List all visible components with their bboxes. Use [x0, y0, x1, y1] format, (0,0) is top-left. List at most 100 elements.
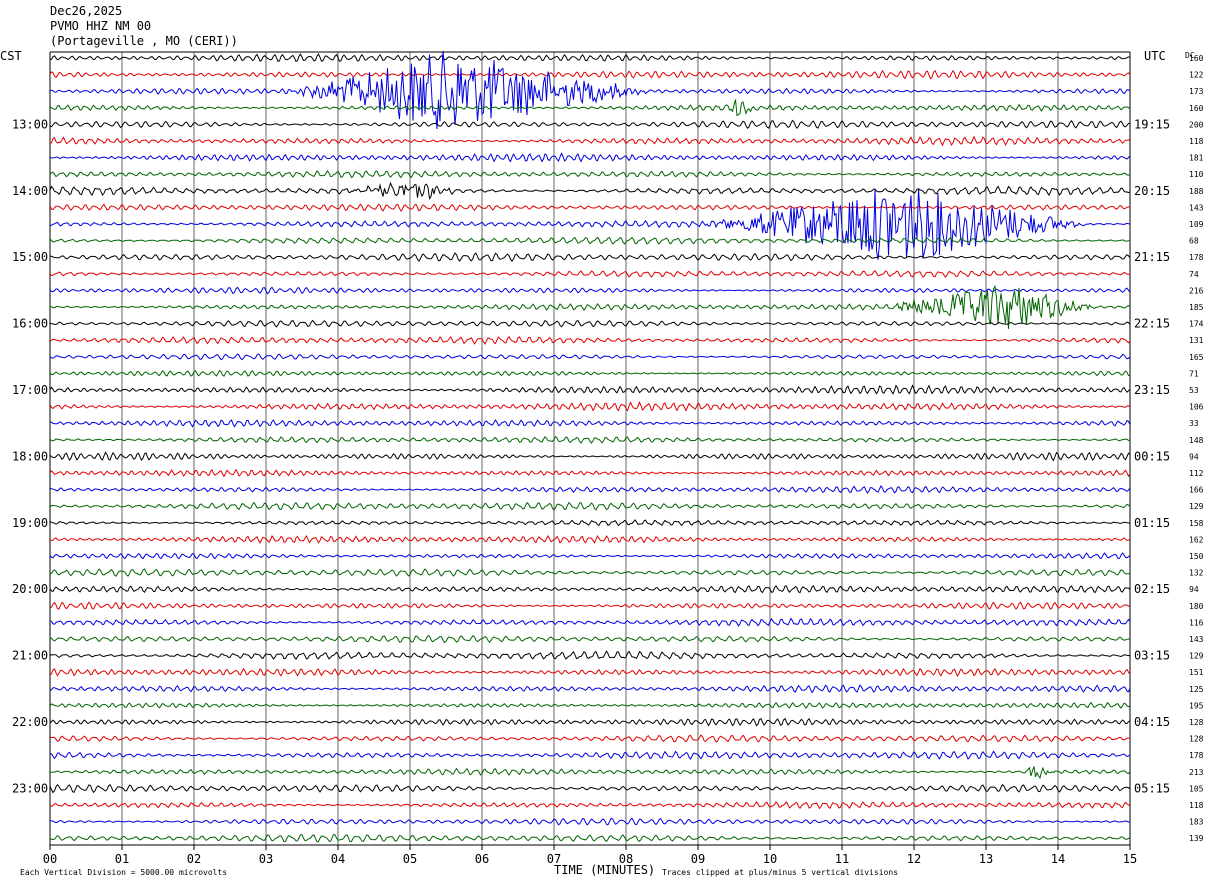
- right-zone-label: UTC: [1144, 49, 1166, 63]
- header-location: (Portageville , MO (CERI)): [50, 34, 238, 48]
- trace-36: [49, 650, 1131, 660]
- dc-offset-label: 173: [1189, 87, 1204, 96]
- trace-43: [49, 766, 1131, 780]
- trace-21: [49, 401, 1131, 412]
- dc-offset-label: 131: [1189, 336, 1204, 345]
- dc-offset-label: 106: [1189, 403, 1204, 412]
- trace-45: [49, 801, 1131, 810]
- dc-offset-label: 118: [1189, 137, 1204, 146]
- trace-3: [49, 99, 1131, 117]
- left-time-label: 15:00: [12, 250, 48, 264]
- right-time-label: 20:15: [1134, 184, 1170, 198]
- dc-offset-label: 160: [1189, 104, 1204, 113]
- trace-13: [49, 270, 1131, 278]
- trace-4: [49, 119, 1131, 130]
- dc-offset-label: 68: [1189, 237, 1199, 246]
- trace-17: [49, 335, 1131, 345]
- x-axis-title: TIME (MINUTES): [554, 863, 655, 877]
- dc-offset-label: 53: [1189, 386, 1199, 395]
- trace-41: [49, 734, 1131, 743]
- trace-1: [49, 69, 1131, 80]
- dc-offset-label: 160: [1189, 54, 1204, 63]
- dc-offset-label: 216: [1189, 286, 1204, 295]
- dc-offset-label: 129: [1189, 652, 1204, 661]
- dc-offset-label: 148: [1189, 436, 1204, 445]
- trace-10: [49, 188, 1131, 260]
- trace-29: [49, 534, 1131, 544]
- x-axis: 00 01 02 03 04 05 06 07 08 09 10 11 12 13 14 15: [43, 845, 1137, 866]
- left-zone-label: CST: [0, 49, 22, 63]
- dc-offset-label: 74: [1189, 270, 1199, 279]
- trace-40: [49, 717, 1131, 727]
- trace-23: [49, 435, 1131, 444]
- trace-12: [50, 252, 1131, 262]
- trace-15: [49, 284, 1131, 329]
- trace-37: [49, 667, 1131, 678]
- x-tick-label: 02: [187, 852, 201, 866]
- x-tick-label: 07: [547, 852, 561, 866]
- dc-offset-label: 125: [1189, 685, 1204, 694]
- trace-25: [49, 468, 1131, 478]
- trace-26: [49, 485, 1131, 495]
- dc-offset-label: 162: [1189, 535, 1204, 544]
- trace-39: [49, 701, 1131, 710]
- trace-33: [49, 601, 1131, 610]
- clip-note: Traces clipped at plus/minus 5 vertical …: [662, 868, 898, 877]
- dc-offset-label: 129: [1189, 502, 1204, 511]
- left-time-label: 22:00: [12, 715, 48, 729]
- header-date: Dec26,2025: [50, 4, 122, 18]
- dc-offset-label: 143: [1189, 203, 1204, 212]
- left-time-label: 16:00: [12, 317, 48, 331]
- trace-16: [49, 319, 1131, 328]
- dc-offset-label: 151: [1189, 668, 1204, 677]
- trace-18: [49, 353, 1131, 361]
- dc-offset-label: 94: [1189, 585, 1199, 594]
- right-time-label: 01:15: [1134, 516, 1170, 530]
- dc-header: DC: [1185, 51, 1195, 60]
- trace-31: [49, 568, 1130, 577]
- trace-11: [49, 236, 1131, 245]
- trace-47: [49, 834, 1131, 843]
- trace-2: [49, 50, 1131, 130]
- dc-offset-label: 213: [1189, 768, 1204, 777]
- trace-30: [49, 552, 1131, 560]
- trace-0: [49, 53, 1131, 63]
- dc-offset-label: 139: [1189, 834, 1204, 843]
- left-time-label: 13:00: [12, 117, 48, 131]
- right-time-label: 19:15: [1134, 117, 1170, 131]
- right-time-label: 04:15: [1134, 715, 1170, 729]
- dc-offset-label: 128: [1189, 735, 1204, 744]
- dc-offset-label: 183: [1189, 818, 1204, 827]
- dc-offset-label: 174: [1189, 320, 1204, 329]
- dc-offset-label: 105: [1189, 784, 1204, 793]
- x-tick-label: 03: [259, 852, 273, 866]
- trace-7: [49, 170, 1131, 179]
- trace-6: [49, 152, 1131, 163]
- minute-grid: [49, 51, 1131, 846]
- scale-note: Each Vertical Division = 5000.00 microvo…: [20, 868, 227, 877]
- dc-offset-label: 122: [1189, 71, 1204, 80]
- right-time-label: 00:15: [1134, 449, 1170, 463]
- trace-27: [49, 501, 1131, 511]
- trace-32: [49, 585, 1131, 594]
- trace-24: [49, 451, 1131, 462]
- right-time-label: 05:15: [1134, 781, 1170, 795]
- x-tick-label: 08: [619, 852, 633, 866]
- right-time-label: 21:15: [1134, 250, 1170, 264]
- trace-8: [49, 181, 1131, 201]
- dc-offset-label: 150: [1189, 552, 1204, 561]
- right-time-label: 22:15: [1134, 317, 1170, 331]
- trace-38: [49, 684, 1131, 694]
- dc-offset-label: 181: [1189, 154, 1204, 163]
- right-time-label: 23:15: [1134, 383, 1170, 397]
- x-tick-label: 15: [1123, 852, 1137, 866]
- dc-offset-label: 94: [1189, 452, 1199, 461]
- x-tick-label: 00: [43, 852, 57, 866]
- dc-offset-label: 109: [1189, 220, 1204, 229]
- dc-offset-label: 195: [1189, 701, 1204, 710]
- x-tick-label: 01: [115, 852, 129, 866]
- trace-group: [49, 50, 1131, 843]
- dc-offset-label: 185: [1189, 303, 1204, 312]
- x-tick-label: 04: [331, 852, 345, 866]
